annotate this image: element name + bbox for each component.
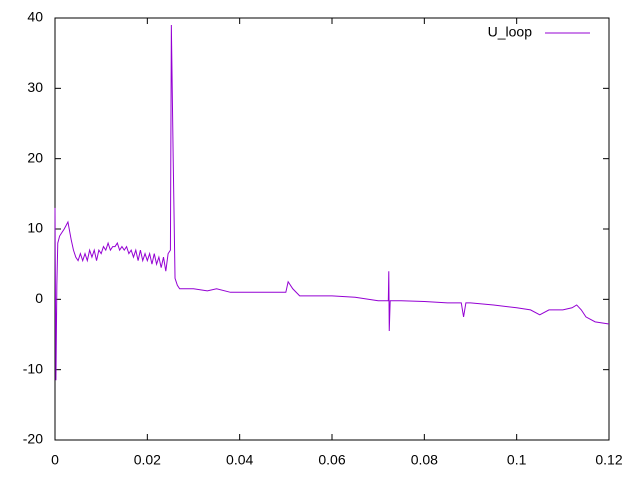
y-tick-label: 30	[27, 79, 43, 95]
y-tick-label: 40	[27, 9, 43, 25]
data-line	[54, 25, 610, 381]
legend-label: U_loop	[488, 24, 533, 40]
x-tick-label: 0.12	[595, 452, 622, 468]
x-tick-label: 0.02	[134, 452, 161, 468]
x-tick-label: 0.1	[507, 452, 527, 468]
x-tick-label: 0	[51, 452, 59, 468]
x-tick-label: 0.04	[226, 452, 253, 468]
x-tick-label: 0.08	[411, 452, 438, 468]
y-tick-label: -10	[23, 360, 43, 376]
y-tick-label: -20	[23, 431, 43, 447]
y-tick-label: 0	[35, 290, 43, 306]
x-tick-label: 0.06	[318, 452, 345, 468]
y-tick-label: 10	[27, 220, 43, 236]
plot-border	[54, 17, 610, 441]
y-tick-label: 20	[27, 149, 43, 165]
